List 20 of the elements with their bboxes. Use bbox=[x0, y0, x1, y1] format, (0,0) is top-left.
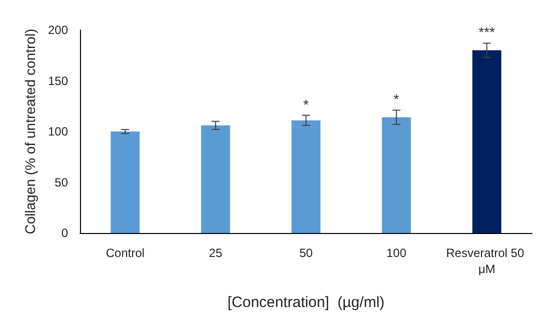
bar bbox=[292, 120, 320, 233]
y-tick-label: 200 bbox=[48, 23, 68, 37]
x-tick-label: 50 bbox=[299, 246, 313, 260]
data-label: *** bbox=[478, 24, 496, 40]
y-tick-label: 0 bbox=[61, 226, 68, 240]
data-label: * bbox=[303, 96, 310, 112]
bar bbox=[472, 50, 502, 233]
y-tick-label: 50 bbox=[54, 175, 68, 190]
bar bbox=[201, 125, 230, 233]
x-axis-title: [Concentration] (µg/ml) bbox=[227, 294, 385, 311]
bar bbox=[110, 132, 140, 233]
x-tick-label: Control bbox=[106, 246, 145, 260]
data-label: * bbox=[394, 91, 400, 108]
y-axis-title: Collagen (% of untreated control) bbox=[22, 28, 38, 234]
x-tick-label: 100 bbox=[386, 246, 407, 260]
bar bbox=[382, 117, 411, 233]
x-tick-label: Resveratrol 50 μM bbox=[446, 246, 528, 276]
y-tick-label: 150 bbox=[48, 74, 68, 88]
y-tick-label: 100 bbox=[48, 124, 68, 138]
x-tick-label: 25 bbox=[208, 246, 223, 260]
